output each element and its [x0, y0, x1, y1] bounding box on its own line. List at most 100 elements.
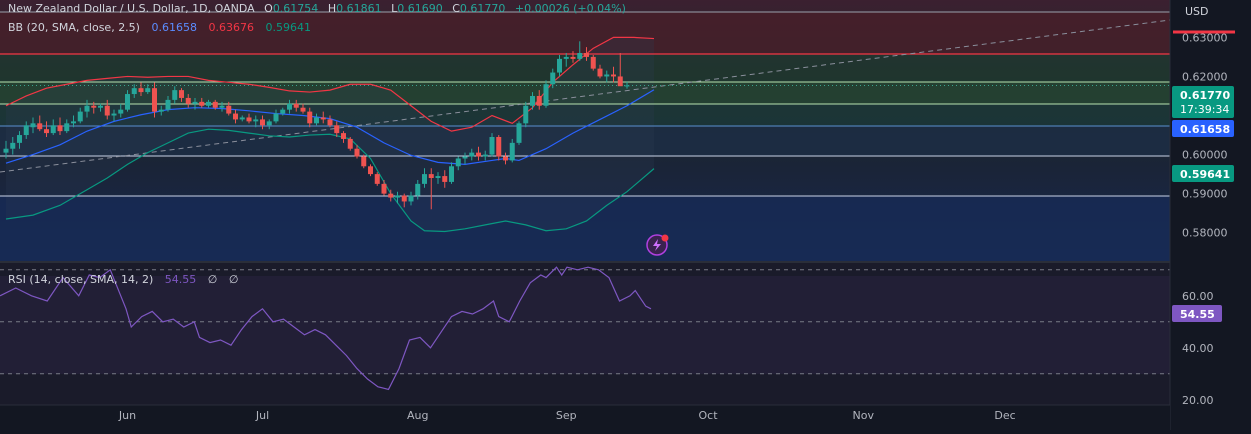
symbol-title[interactable]: New Zealand Dollar / U.S. Dollar, 1D, OA…	[8, 2, 255, 15]
candle[interactable]	[239, 115, 245, 122]
candle[interactable]	[91, 101, 97, 114]
candle[interactable]	[455, 156, 461, 171]
candle[interactable]	[320, 111, 326, 124]
candle[interactable]	[604, 70, 610, 83]
candle[interactable]	[64, 119, 70, 134]
candle[interactable]	[50, 119, 56, 136]
candle[interactable]	[536, 90, 542, 110]
candle[interactable]	[341, 131, 346, 143]
candle[interactable]	[590, 54, 596, 71]
rsi-legend-label[interactable]: RSI (14, close, SMA, 14, 2)	[8, 273, 153, 286]
candle[interactable]	[476, 146, 481, 161]
candle[interactable]	[246, 113, 252, 124]
candle[interactable]	[10, 137, 16, 155]
candle[interactable]	[482, 150, 488, 161]
candle[interactable]	[260, 115, 265, 130]
candle[interactable]	[104, 99, 110, 120]
candle[interactable]	[118, 103, 124, 118]
candle[interactable]	[395, 191, 400, 204]
candle[interactable]	[71, 115, 76, 128]
candle[interactable]	[347, 137, 353, 151]
candle[interactable]	[503, 152, 508, 165]
bb-legend-label[interactable]: BB (20, SMA, close, 2.5)	[8, 21, 140, 34]
candle[interactable]	[624, 81, 630, 89]
candle[interactable]	[152, 82, 157, 118]
candle[interactable]	[17, 131, 22, 149]
candle[interactable]	[361, 154, 367, 169]
candle[interactable]	[84, 99, 90, 118]
candle[interactable]	[570, 51, 576, 63]
candle[interactable]	[557, 54, 562, 77]
candle[interactable]	[368, 164, 373, 177]
candle[interactable]	[334, 121, 340, 137]
symbol-header[interactable]: New Zealand Dollar / U.S. Dollar, 1D, OA…	[8, 2, 626, 15]
bb-legend[interactable]: BB (20, SMA, close, 2.5) 0.61658 0.63676…	[8, 21, 311, 34]
candle[interactable]	[577, 41, 583, 61]
candle[interactable]	[131, 84, 137, 98]
candle[interactable]	[253, 115, 259, 128]
bb-basis-line[interactable]	[5, 89, 655, 165]
currency-label[interactable]: USD	[1185, 5, 1209, 18]
candle[interactable]	[489, 133, 495, 157]
rsi-line[interactable]	[0, 266, 652, 391]
candle[interactable]	[307, 107, 313, 128]
price-axis[interactable]	[1170, 0, 1251, 430]
candle[interactable]	[617, 53, 623, 87]
candle[interactable]	[77, 107, 83, 124]
candle[interactable]	[98, 103, 103, 112]
candle[interactable]	[30, 117, 36, 134]
candle[interactable]	[23, 121, 29, 139]
rsi-legend[interactable]: RSI (14, close, SMA, 14, 2) 54.55 ∅ ∅	[8, 273, 238, 286]
time-axis[interactable]	[0, 405, 1170, 430]
candle[interactable]	[550, 68, 556, 89]
candle[interactable]	[543, 80, 549, 108]
candle[interactable]	[300, 103, 306, 114]
candle[interactable]	[516, 121, 522, 145]
candle[interactable]	[37, 115, 43, 132]
candle[interactable]	[327, 115, 333, 128]
candle[interactable]	[287, 99, 292, 114]
candle[interactable]	[523, 101, 529, 128]
candle[interactable]	[192, 97, 198, 110]
candle[interactable]	[354, 144, 360, 159]
candle[interactable]	[293, 99, 299, 112]
candle[interactable]	[563, 53, 569, 67]
candle[interactable]	[314, 113, 319, 126]
candle[interactable]	[138, 82, 144, 96]
candle[interactable]	[145, 84, 151, 95]
candle[interactable]	[597, 64, 603, 79]
candle[interactable]	[381, 179, 387, 196]
lightning-alert-icon[interactable]	[646, 234, 669, 256]
candle[interactable]	[273, 109, 279, 124]
candle[interactable]	[185, 94, 191, 108]
candle[interactable]	[266, 119, 272, 130]
candle[interactable]	[408, 191, 414, 206]
candle[interactable]	[401, 193, 407, 208]
candle[interactable]	[422, 168, 427, 188]
candle[interactable]	[449, 162, 454, 184]
candle[interactable]	[57, 117, 63, 136]
candle[interactable]	[584, 47, 589, 61]
candle[interactable]	[233, 109, 238, 124]
trend-line[interactable]	[0, 19, 1171, 173]
candle[interactable]	[219, 101, 225, 112]
candle[interactable]	[179, 88, 184, 102]
bb-lower-line[interactable]	[5, 128, 655, 233]
candle[interactable]	[462, 152, 468, 165]
candle[interactable]	[44, 121, 49, 137]
candle[interactable]	[428, 168, 434, 210]
candle[interactable]	[530, 92, 535, 110]
candle[interactable]	[111, 109, 117, 122]
candle[interactable]	[442, 170, 448, 188]
candle[interactable]	[509, 138, 515, 163]
candle[interactable]	[374, 172, 380, 186]
candle[interactable]	[435, 172, 441, 184]
candle[interactable]	[415, 179, 421, 200]
candle[interactable]	[280, 107, 286, 116]
candle[interactable]	[165, 95, 171, 112]
candle[interactable]	[469, 148, 475, 161]
candle[interactable]	[158, 105, 164, 116]
candle[interactable]	[172, 86, 178, 104]
candle[interactable]	[125, 90, 130, 112]
candle[interactable]	[611, 66, 616, 83]
